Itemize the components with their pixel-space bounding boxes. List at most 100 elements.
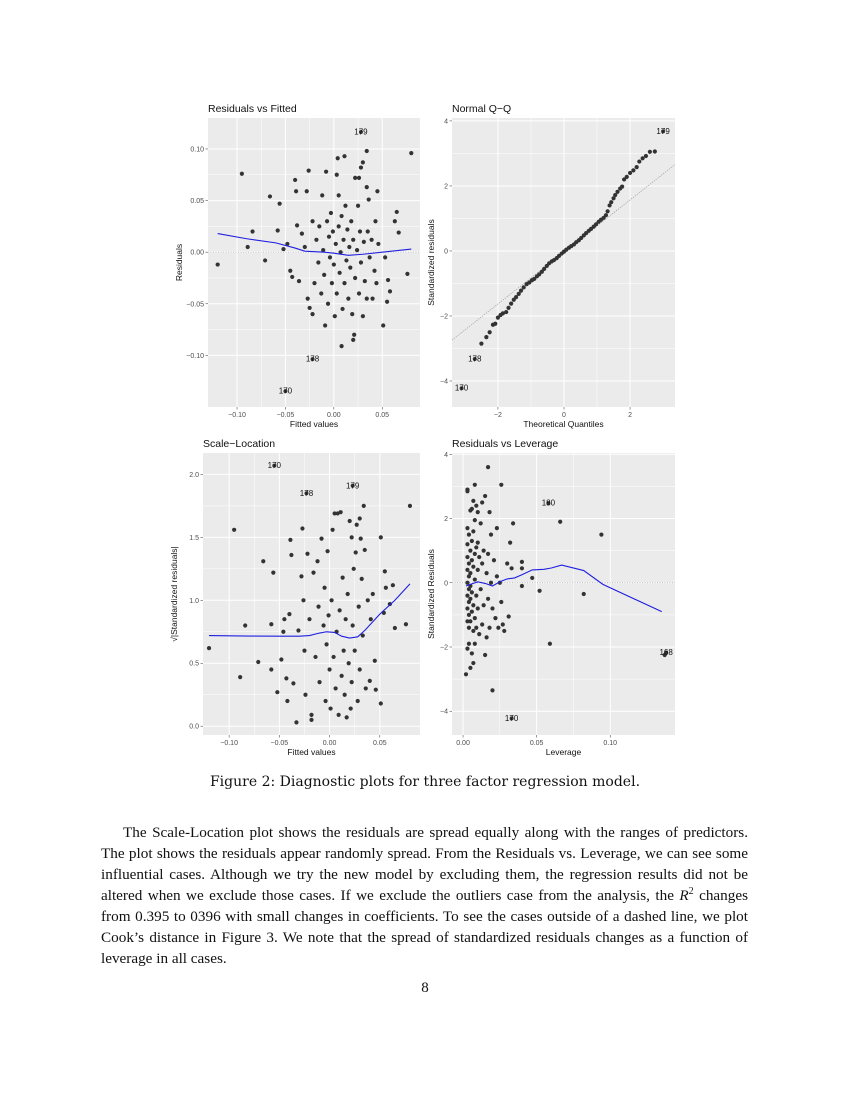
data-point bbox=[335, 156, 340, 161]
data-point bbox=[334, 172, 339, 177]
data-point bbox=[382, 569, 387, 574]
data-point bbox=[289, 552, 294, 558]
data-point bbox=[407, 503, 413, 508]
data-point bbox=[631, 168, 636, 173]
data-point bbox=[281, 246, 286, 252]
data-point bbox=[483, 493, 488, 499]
data-point bbox=[468, 548, 473, 553]
data-point bbox=[469, 538, 474, 544]
data-point bbox=[325, 301, 331, 306]
data-point bbox=[478, 521, 483, 526]
data-point bbox=[366, 197, 371, 202]
data-point bbox=[330, 229, 335, 234]
data-point bbox=[232, 527, 237, 532]
data-point bbox=[350, 623, 355, 628]
data-point bbox=[381, 323, 386, 328]
data-point bbox=[490, 688, 495, 693]
data-point bbox=[468, 571, 473, 576]
data-point bbox=[342, 692, 347, 697]
data-point bbox=[466, 612, 472, 617]
data-point bbox=[499, 482, 504, 487]
data-point bbox=[354, 522, 359, 527]
y-tick-label: 4 bbox=[444, 452, 448, 459]
x-tick-label: −0.05 bbox=[270, 740, 288, 747]
data-point bbox=[332, 511, 337, 516]
data-point bbox=[466, 574, 472, 579]
y-tick-label: 0.10 bbox=[190, 146, 204, 153]
x-tick-label: 2 bbox=[628, 412, 632, 419]
data-point bbox=[469, 558, 474, 563]
data-point bbox=[469, 609, 474, 614]
data-point bbox=[485, 551, 491, 556]
data-point bbox=[469, 590, 474, 595]
data-point bbox=[372, 658, 377, 663]
data-point bbox=[481, 548, 486, 553]
data-point bbox=[466, 532, 472, 537]
data-point bbox=[317, 680, 322, 685]
data-point bbox=[338, 250, 343, 255]
data-point bbox=[250, 229, 255, 234]
data-point bbox=[356, 291, 362, 296]
data-point bbox=[478, 587, 483, 592]
data-point bbox=[365, 598, 370, 603]
data-point bbox=[339, 213, 344, 219]
plot-background bbox=[452, 453, 675, 735]
y-tick-label: −2 bbox=[440, 644, 448, 651]
data-point bbox=[282, 617, 287, 622]
data-point bbox=[355, 698, 360, 704]
data-point bbox=[284, 676, 289, 681]
data-point bbox=[465, 646, 470, 651]
data-point bbox=[394, 209, 399, 215]
data-point bbox=[516, 291, 521, 296]
data-point bbox=[483, 652, 488, 658]
data-point bbox=[471, 628, 476, 634]
data-point bbox=[491, 558, 497, 563]
data-point bbox=[409, 150, 414, 156]
data-point bbox=[299, 231, 304, 236]
data-point bbox=[347, 244, 352, 250]
data-point bbox=[346, 661, 351, 666]
data-point bbox=[378, 701, 383, 706]
data-point bbox=[469, 506, 474, 511]
data-point bbox=[336, 224, 341, 229]
data-point bbox=[469, 651, 474, 656]
data-point bbox=[519, 559, 525, 564]
data-point bbox=[477, 554, 482, 560]
data-point bbox=[579, 235, 584, 241]
data-point bbox=[312, 281, 317, 286]
data-point bbox=[263, 258, 268, 263]
data-point bbox=[364, 148, 369, 154]
x-axis-label: Fitted values bbox=[290, 419, 338, 429]
data-point bbox=[368, 617, 373, 622]
data-point bbox=[319, 291, 324, 296]
data-point bbox=[311, 570, 316, 575]
data-point bbox=[475, 567, 480, 573]
data-point bbox=[350, 312, 355, 317]
data-point bbox=[484, 571, 489, 576]
x-axis-label: Fitted values bbox=[287, 747, 335, 757]
data-point bbox=[466, 561, 472, 566]
y-tick-label: 2.0 bbox=[189, 472, 199, 479]
data-point bbox=[361, 503, 366, 508]
data-point bbox=[351, 566, 356, 571]
chart-title: Residuals vs Fitted bbox=[208, 103, 297, 115]
data-point bbox=[309, 717, 314, 722]
data-point bbox=[344, 715, 349, 720]
smooth-line bbox=[217, 233, 412, 256]
point-label: 168 bbox=[659, 648, 673, 657]
data-point bbox=[337, 270, 342, 275]
x-tick-label: −0.10 bbox=[228, 412, 246, 419]
data-point bbox=[622, 177, 627, 182]
data-point bbox=[509, 566, 514, 571]
body-paragraph: The Scale-Location plot shows the residu… bbox=[101, 822, 748, 969]
data-point bbox=[640, 156, 645, 161]
data-point bbox=[474, 503, 479, 508]
data-point bbox=[472, 551, 477, 556]
data-point bbox=[471, 603, 476, 608]
data-point bbox=[474, 593, 479, 598]
labeled-point bbox=[509, 716, 514, 721]
data-point bbox=[261, 559, 266, 564]
labeled-point bbox=[304, 491, 309, 496]
data-point bbox=[348, 265, 353, 270]
data-point bbox=[605, 209, 610, 214]
